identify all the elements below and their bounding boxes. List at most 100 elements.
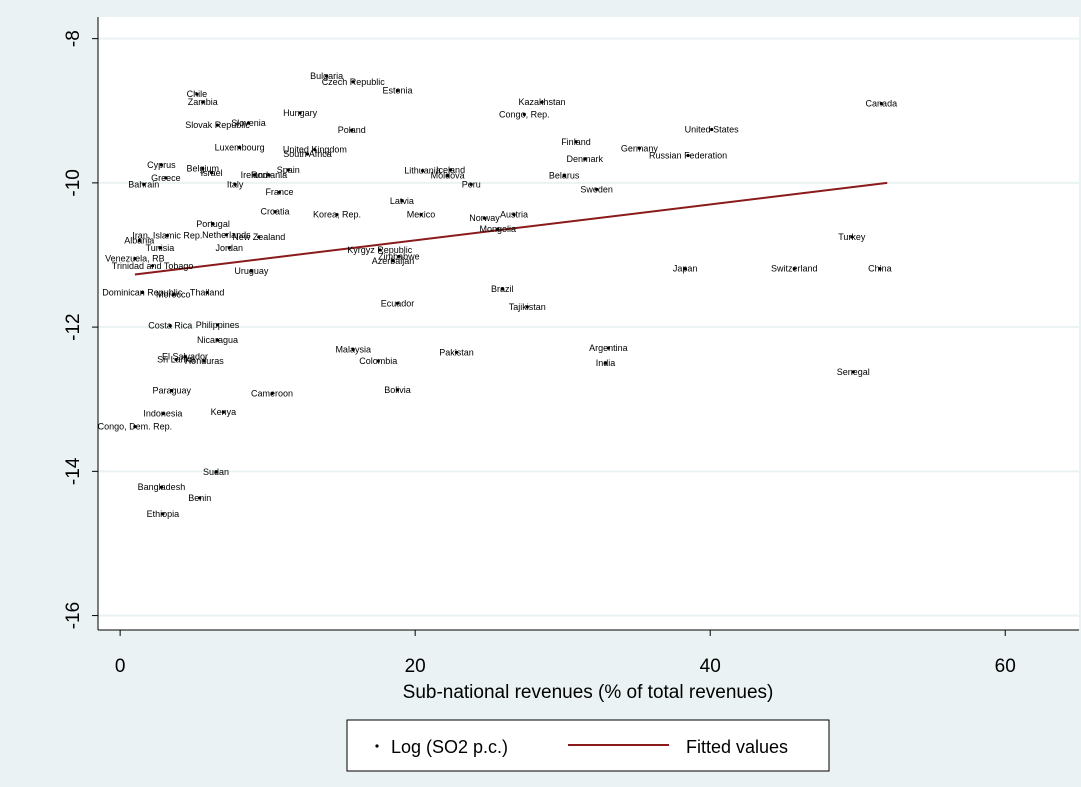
y-tick-label: -8: [63, 30, 84, 47]
data-point: [395, 88, 400, 93]
point-label: Tunisia: [146, 243, 175, 253]
point-label: Slovak Republic: [185, 120, 250, 130]
point-label: Kazakhstan: [519, 97, 566, 107]
data-point: [350, 128, 354, 132]
point-label: Belgium: [186, 163, 219, 173]
legend: Log (SO2 p.c.) Fitted values: [346, 719, 830, 772]
point-label: Finland: [561, 137, 591, 147]
data-point: [249, 269, 254, 273]
data-point: [419, 213, 423, 217]
data-point: [606, 346, 611, 350]
data-point: [378, 248, 382, 252]
data-point: [267, 173, 271, 177]
data-point: [257, 235, 261, 239]
data-point: [168, 324, 172, 328]
data-point: [851, 370, 855, 374]
data-point: [202, 359, 206, 363]
point-label: Bangladesh: [138, 482, 186, 492]
data-point: [158, 246, 162, 250]
point-label: Benin: [188, 493, 211, 503]
data-point: [205, 290, 209, 295]
point-label: Nicaragua: [197, 335, 238, 345]
point-label: Congo, Dem. Rep.: [98, 422, 173, 432]
data-point: [376, 359, 380, 363]
data-point: [395, 301, 400, 305]
fitted-line-layer: [134, 181, 888, 276]
point-label: Mexico: [407, 210, 436, 220]
point-label: Ireland: [241, 170, 269, 180]
point-label: Iceland: [436, 165, 465, 175]
point-label: Iran, Islamic Rep.: [132, 231, 202, 241]
data-point: [686, 153, 690, 158]
point-label: Brazil: [491, 284, 514, 294]
data-point: [574, 140, 578, 144]
x-tick-label: 40: [700, 656, 721, 677]
data-point: [161, 512, 165, 516]
data-point: [211, 222, 215, 226]
legend-label-points: Log (SO2 p.c.): [391, 737, 508, 757]
point-label: Zambia: [188, 97, 218, 107]
point-label: Israel: [201, 168, 223, 178]
data-point: [161, 412, 165, 416]
data-point: [224, 233, 228, 237]
y-tick-label: -12: [63, 313, 84, 340]
point-label: Japan: [673, 264, 698, 274]
point-label: Bahrain: [128, 179, 159, 189]
data-point: [446, 174, 450, 178]
point-label: Senegal: [837, 367, 870, 377]
point-label: Honduras: [185, 356, 225, 366]
data-point: [397, 254, 401, 259]
point-label: Morocco: [156, 290, 191, 300]
point-label: Trinidad and Tobago: [112, 261, 194, 271]
data-point: [420, 169, 425, 173]
point-label: Tajikistan: [509, 302, 546, 312]
data-point: [351, 347, 355, 352]
data-point: [313, 148, 317, 152]
data-point: [879, 101, 883, 106]
data-point: [850, 235, 854, 239]
point-label: Indonesia: [143, 409, 182, 419]
y-tick-label: -10: [63, 169, 84, 196]
y-axis: -8 -10 -12 -14 -16: [63, 30, 98, 629]
data-point: [583, 157, 587, 161]
point-label: Jordan: [216, 243, 244, 253]
data-point: [683, 267, 687, 271]
point-label: Philippines: [196, 320, 240, 330]
data-point: [165, 233, 169, 238]
point-label: Peru: [462, 179, 481, 189]
point-label: Zimbabwe: [378, 251, 420, 261]
point-label: Kenya: [211, 407, 237, 417]
data-point: [201, 100, 205, 104]
data-point: [878, 267, 882, 271]
y-tick-label: -16: [63, 602, 84, 629]
point-label: Mongolia: [480, 224, 517, 234]
x-tick-label: 60: [995, 656, 1016, 677]
data-point: [325, 74, 329, 78]
fitted-line: [134, 181, 888, 276]
data-point: [540, 100, 544, 104]
data-point: [215, 123, 220, 127]
point-label: Albania: [124, 236, 154, 246]
data-point: [469, 182, 473, 186]
data-point: [273, 210, 277, 214]
point-label: Cameroon: [251, 388, 293, 398]
data-point: [171, 293, 175, 297]
data-point: [133, 256, 137, 261]
data-point: [335, 213, 339, 217]
point-label: Latvia: [390, 196, 414, 206]
point-label: Slovenia: [231, 118, 266, 128]
data-point: [351, 80, 355, 84]
point-label: Thailand: [190, 287, 225, 297]
point-label: Germany: [621, 143, 659, 153]
plot-area: [98, 17, 1079, 630]
point-label: Sudan: [203, 467, 229, 477]
legend-point-marker: [375, 744, 379, 748]
point-label: Czech Republic: [322, 77, 386, 87]
data-point: [305, 152, 310, 156]
data-point: [525, 305, 529, 309]
point-label: Portugal: [196, 219, 230, 229]
point-label: Denmark: [567, 154, 604, 164]
point-label: Ecuador: [381, 298, 415, 308]
point-label: Pakistan: [439, 347, 474, 357]
